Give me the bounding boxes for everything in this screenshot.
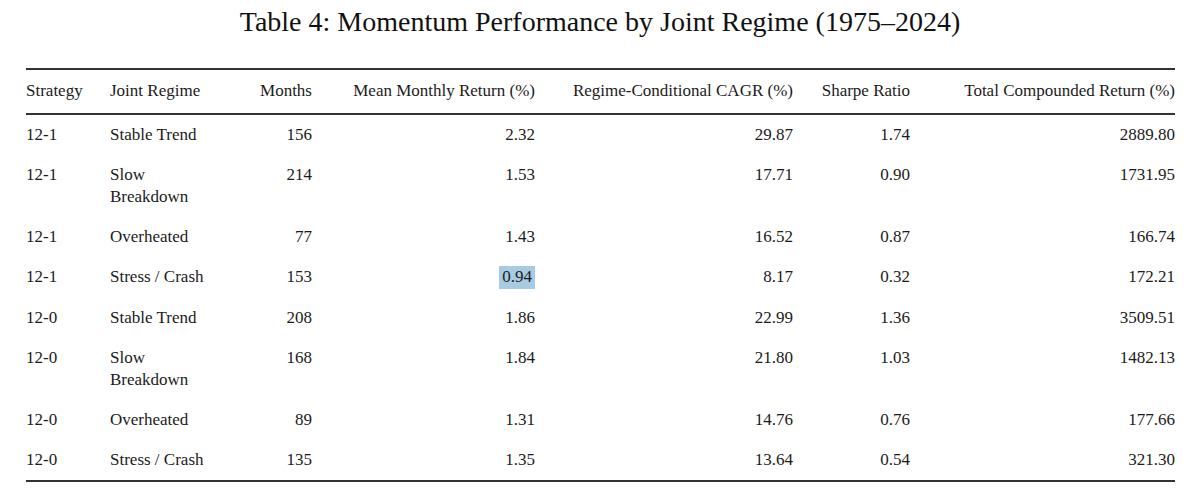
table-row: 12-0 Overheated 89 1.31 14.76 0.76 177.6… bbox=[26, 400, 1175, 440]
mean-return-cell: 1.43 bbox=[312, 217, 535, 257]
strategy-cell: 12-0 bbox=[26, 298, 110, 338]
strategy-cell: 12-1 bbox=[26, 257, 110, 298]
strategy-cell: 12-1 bbox=[26, 114, 110, 155]
column-header-regime-conditional-cagr: Regime-Conditional CAGR (%) bbox=[535, 69, 793, 114]
sharpe-cell: 0.90 bbox=[793, 155, 910, 217]
total-return-cell: 172.21 bbox=[910, 257, 1175, 298]
mean-return-cell: 2.32 bbox=[312, 114, 535, 155]
sharpe-cell: 0.76 bbox=[793, 400, 910, 440]
sharpe-cell: 1.74 bbox=[793, 114, 910, 155]
regime-cell: Stress / Crash bbox=[110, 440, 235, 481]
strategy-cell: 12-1 bbox=[26, 217, 110, 257]
momentum-performance-table: Strategy Joint Regime Months Mean Monthl… bbox=[26, 68, 1175, 482]
sharpe-cell: 0.32 bbox=[793, 257, 910, 298]
table-row: 12-1 Stable Trend 156 2.32 29.87 1.74 28… bbox=[26, 114, 1175, 155]
cagr-cell: 17.71 bbox=[535, 155, 793, 217]
column-header-total-compounded-return: Total Compounded Return (%) bbox=[910, 69, 1175, 114]
table-row: 12-1 Stress / Crash 153 0.94 8.17 0.32 1… bbox=[26, 257, 1175, 298]
strategy-cell: 12-0 bbox=[26, 338, 110, 400]
mean-return-cell: 0.94 bbox=[312, 257, 535, 298]
total-return-cell: 2889.80 bbox=[910, 114, 1175, 155]
regime-cell: Overheated bbox=[110, 217, 235, 257]
months-cell: 168 bbox=[235, 338, 312, 400]
months-cell: 156 bbox=[235, 114, 312, 155]
total-return-cell: 177.66 bbox=[910, 400, 1175, 440]
regime-cell: Overheated bbox=[110, 400, 235, 440]
strategy-cell: 12-0 bbox=[26, 400, 110, 440]
column-header-months: Months bbox=[235, 69, 312, 114]
mean-return-cell: 1.31 bbox=[312, 400, 535, 440]
table-row: 12-0 Stable Trend 208 1.86 22.99 1.36 35… bbox=[26, 298, 1175, 338]
regime-cell: Stable Trend bbox=[110, 114, 235, 155]
table-row: 12-0 Slow Breakdown 168 1.84 21.80 1.03 … bbox=[26, 338, 1175, 400]
mean-return-cell: 1.86 bbox=[312, 298, 535, 338]
mean-return-cell: 1.53 bbox=[312, 155, 535, 217]
sharpe-cell: 1.03 bbox=[793, 338, 910, 400]
cagr-cell: 8.17 bbox=[535, 257, 793, 298]
total-return-cell: 3509.51 bbox=[910, 298, 1175, 338]
table-row: 12-0 Stress / Crash 135 1.35 13.64 0.54 … bbox=[26, 440, 1175, 481]
column-header-strategy: Strategy bbox=[26, 69, 110, 114]
months-cell: 89 bbox=[235, 400, 312, 440]
months-cell: 153 bbox=[235, 257, 312, 298]
cagr-cell: 16.52 bbox=[535, 217, 793, 257]
total-return-cell: 1482.13 bbox=[910, 338, 1175, 400]
strategy-cell: 12-0 bbox=[26, 440, 110, 481]
column-header-mean-monthly-return: Mean Monthly Return (%) bbox=[312, 69, 535, 114]
strategy-cell: 12-1 bbox=[26, 155, 110, 217]
sharpe-cell: 0.87 bbox=[793, 217, 910, 257]
highlighted-cell: 0.94 bbox=[499, 266, 535, 289]
cagr-cell: 29.87 bbox=[535, 114, 793, 155]
mean-return-cell: 1.84 bbox=[312, 338, 535, 400]
column-header-joint-regime: Joint Regime bbox=[110, 69, 235, 114]
sharpe-cell: 0.54 bbox=[793, 440, 910, 481]
table-row: 12-1 Slow Breakdown 214 1.53 17.71 0.90 … bbox=[26, 155, 1175, 217]
column-header-sharpe-ratio: Sharpe Ratio bbox=[793, 69, 910, 114]
total-return-cell: 1731.95 bbox=[910, 155, 1175, 217]
table-container: Strategy Joint Regime Months Mean Monthl… bbox=[26, 68, 1175, 482]
regime-cell: Slow Breakdown bbox=[110, 338, 235, 400]
months-cell: 135 bbox=[235, 440, 312, 481]
regime-cell: Slow Breakdown bbox=[110, 155, 235, 217]
cagr-cell: 13.64 bbox=[535, 440, 793, 481]
total-return-cell: 166.74 bbox=[910, 217, 1175, 257]
table-caption: Table 4: Momentum Performance by Joint R… bbox=[0, 4, 1200, 40]
months-cell: 208 bbox=[235, 298, 312, 338]
regime-cell: Stable Trend bbox=[110, 298, 235, 338]
total-return-cell: 321.30 bbox=[910, 440, 1175, 481]
cagr-cell: 22.99 bbox=[535, 298, 793, 338]
months-cell: 77 bbox=[235, 217, 312, 257]
cagr-cell: 21.80 bbox=[535, 338, 793, 400]
table-row: 12-1 Overheated 77 1.43 16.52 0.87 166.7… bbox=[26, 217, 1175, 257]
sharpe-cell: 1.36 bbox=[793, 298, 910, 338]
mean-return-cell: 1.35 bbox=[312, 440, 535, 481]
regime-cell: Stress / Crash bbox=[110, 257, 235, 298]
months-cell: 214 bbox=[235, 155, 312, 217]
cagr-cell: 14.76 bbox=[535, 400, 793, 440]
header-row: Strategy Joint Regime Months Mean Monthl… bbox=[26, 69, 1175, 114]
